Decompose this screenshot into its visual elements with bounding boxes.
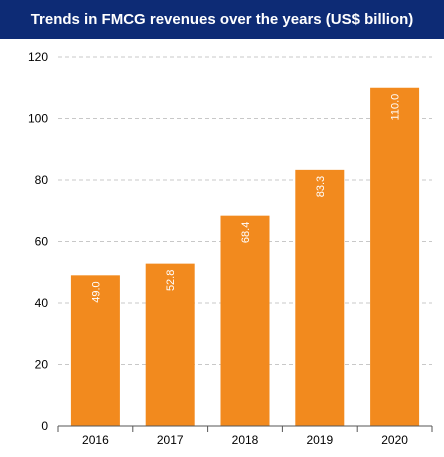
gridlines xyxy=(58,56,432,365)
x-tick-label: 2016 xyxy=(82,433,109,447)
x-tick-label: 2019 xyxy=(306,433,333,447)
y-tick-label: 60 xyxy=(35,235,49,249)
y-tick-label: 100 xyxy=(28,112,48,126)
bar-2018 xyxy=(220,215,270,426)
chart-title-bar: Trends in FMCG revenues over the years (… xyxy=(0,0,444,39)
bar-2019 xyxy=(295,169,345,427)
bar-value-label: 83.3 xyxy=(315,176,327,197)
bar-value-label: 52.8 xyxy=(165,270,177,291)
bars xyxy=(70,87,420,427)
bar-value-label: 110.0 xyxy=(390,94,402,121)
axes xyxy=(57,425,433,432)
bar-2016 xyxy=(70,275,120,426)
bar-2020 xyxy=(370,87,420,426)
y-tick-label: 120 xyxy=(28,50,48,64)
y-tick-label: 20 xyxy=(35,358,49,372)
bar-2017 xyxy=(145,263,195,426)
y-tick-label: 0 xyxy=(41,419,48,433)
y-tick-label: 80 xyxy=(35,173,49,187)
chart-title: Trends in FMCG revenues over the years (… xyxy=(30,11,414,28)
bar-value-label: 68.4 xyxy=(240,222,252,243)
x-tick-label: 2017 xyxy=(157,433,184,447)
y-tick-label: 40 xyxy=(35,296,49,310)
bar-value-label: 49.0 xyxy=(90,281,102,302)
x-tick-label: 2020 xyxy=(381,433,408,447)
x-tick-label: 2018 xyxy=(232,433,259,447)
labels: 0 20 40 60 80 100 120 49.0 2016 52.8 2017 68.4 2018 8… xyxy=(28,50,408,447)
